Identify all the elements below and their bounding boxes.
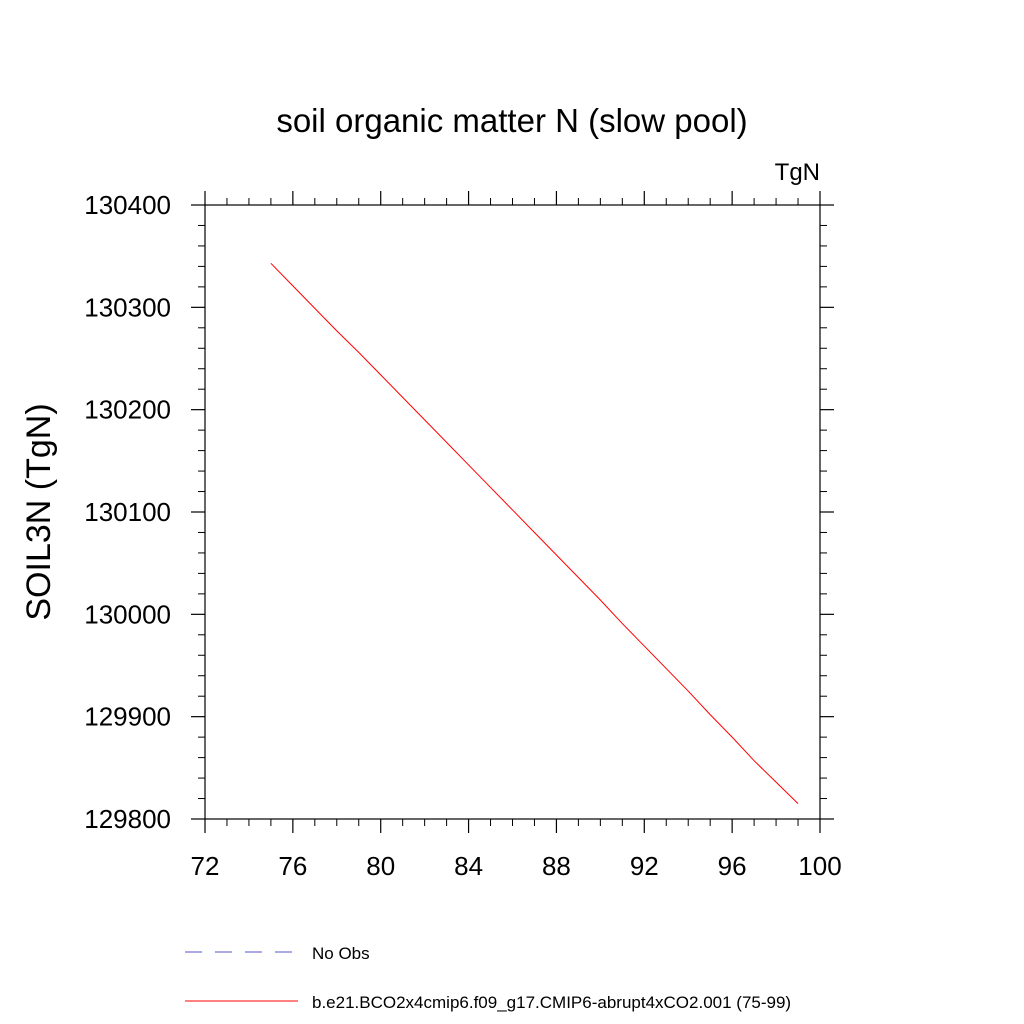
- y-tick-label: 130400: [84, 190, 171, 220]
- y-tick-label: 130000: [84, 599, 171, 629]
- legend: No Obs b.e21.BCO2x4cmip6.f09_g17.CMIP6-a…: [185, 944, 791, 1012]
- x-tick-label: 84: [454, 851, 483, 881]
- x-tick-label: 76: [278, 851, 307, 881]
- y-tick-label: 130300: [84, 292, 171, 322]
- x-tick-label: 80: [366, 851, 395, 881]
- x-tick-label: 92: [630, 851, 659, 881]
- plot-frame: [204, 204, 821, 820]
- tick-labels: 72 76 80 84 88 92 96 100 129800 129900 130000 13010…: [84, 190, 841, 881]
- x-tick-label: 72: [191, 851, 220, 881]
- x-tick-label: 96: [718, 851, 747, 881]
- legend-label-no-obs: No Obs: [312, 944, 370, 963]
- legend-label-model: b.e21.BCO2x4cmip6.f09_g17.CMIP6-abrupt4x…: [312, 993, 791, 1012]
- y-axis-label: SOIL3N (TgN): [20, 403, 58, 620]
- y-tick-label: 130200: [84, 395, 171, 425]
- series-line-0: [270, 262, 799, 805]
- chart-title: soil organic matter N (slow pool): [276, 102, 747, 139]
- axis-ticks: [191, 191, 834, 833]
- x-tick-label: 88: [542, 851, 571, 881]
- y-tick-label: 129800: [84, 804, 171, 834]
- y-tick-label: 129900: [84, 702, 171, 732]
- series-lines: [270, 262, 799, 805]
- x-tick-label: 100: [798, 851, 841, 881]
- units-label: TgN: [775, 159, 820, 186]
- y-tick-label: 130100: [84, 497, 171, 527]
